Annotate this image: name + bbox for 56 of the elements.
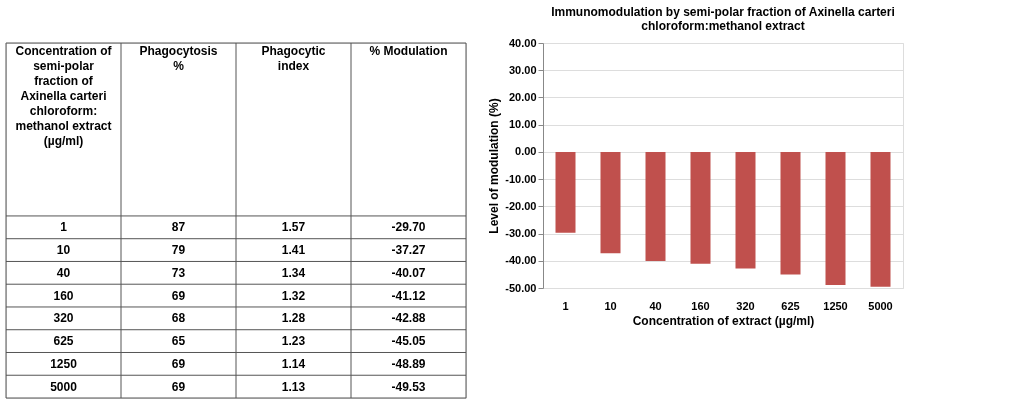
- y-tick-label: 40.00: [508, 36, 537, 49]
- x-tick-label: 1250: [823, 299, 848, 312]
- data-label: 65: [171, 334, 186, 349]
- data-label: 68: [171, 311, 186, 326]
- x-tick-label: 5000: [868, 299, 893, 312]
- category-label: 1: [60, 220, 68, 235]
- y-tick-label: -50.00: [505, 281, 537, 294]
- data-label: -48.89: [391, 356, 426, 371]
- data-label: 69: [171, 288, 186, 303]
- y-tick-label: -10.00: [505, 172, 537, 185]
- category-label: 40: [56, 265, 71, 280]
- category-label: 10: [56, 243, 71, 258]
- data-label: -37.27: [391, 243, 426, 258]
- data-label: 79: [171, 243, 186, 258]
- y-tick-label: 30.00: [508, 63, 537, 76]
- text: Concentration of semi-polar fraction of Axinella carteri chloroform: methanol extract (µg/ml): [15, 44, 113, 149]
- data-label: 1.41: [281, 243, 306, 258]
- x-tick-label: 625: [781, 299, 800, 312]
- category-label: 320: [53, 311, 74, 326]
- data-label: 1.23: [281, 334, 306, 349]
- data-label: -45.05: [391, 334, 426, 349]
- y-tick-label: -40.00: [505, 254, 537, 267]
- data-label: -49.53: [391, 379, 426, 394]
- y-tick-label: -20.00: [505, 199, 537, 212]
- category-label: 1250: [50, 356, 78, 371]
- data-label: 1.57: [281, 220, 306, 235]
- data-label: 1.34: [281, 265, 306, 280]
- data-label: -29.70: [391, 220, 426, 235]
- text: % Modulation: [369, 44, 448, 59]
- data-label: -42.88: [391, 311, 426, 326]
- x-tick-label: 40: [649, 299, 662, 312]
- y-tick-label: 0.00: [515, 145, 537, 158]
- data-label: 69: [171, 356, 186, 371]
- x-tick-label: 10: [604, 299, 617, 312]
- x-tick-label: 320: [736, 299, 755, 312]
- x-tick-label: 1: [562, 299, 569, 312]
- data-label: 69: [171, 379, 186, 394]
- data-label: 1.32: [281, 288, 306, 303]
- chart-title: Immunomodulation by semi-polar fraction of Axinella carteri chloroform:methanol extract: [551, 5, 895, 33]
- y-tick-label: 20.00: [508, 90, 537, 103]
- data-label: 1.14: [281, 356, 306, 371]
- y-axis-title: Level of modulation (%): [487, 98, 502, 234]
- x-tick-label: 160: [691, 299, 710, 312]
- y-tick-label: -30.00: [505, 227, 537, 240]
- data-label: 1.13: [281, 379, 306, 394]
- data-label: 73: [171, 265, 186, 280]
- category-label: 5000: [50, 379, 78, 394]
- category-label: 625: [53, 334, 74, 349]
- data-label: 1.28: [281, 311, 306, 326]
- y-tick-label: 10.00: [508, 118, 537, 131]
- x-axis-title: Concentration of extract (µg/ml): [632, 313, 815, 328]
- data-label: -41.12: [391, 288, 426, 303]
- text: Phagocytic index: [261, 44, 326, 74]
- text: Phagocytosis %: [139, 44, 218, 74]
- data-label: -40.07: [391, 265, 426, 280]
- data-label: 87: [171, 220, 186, 235]
